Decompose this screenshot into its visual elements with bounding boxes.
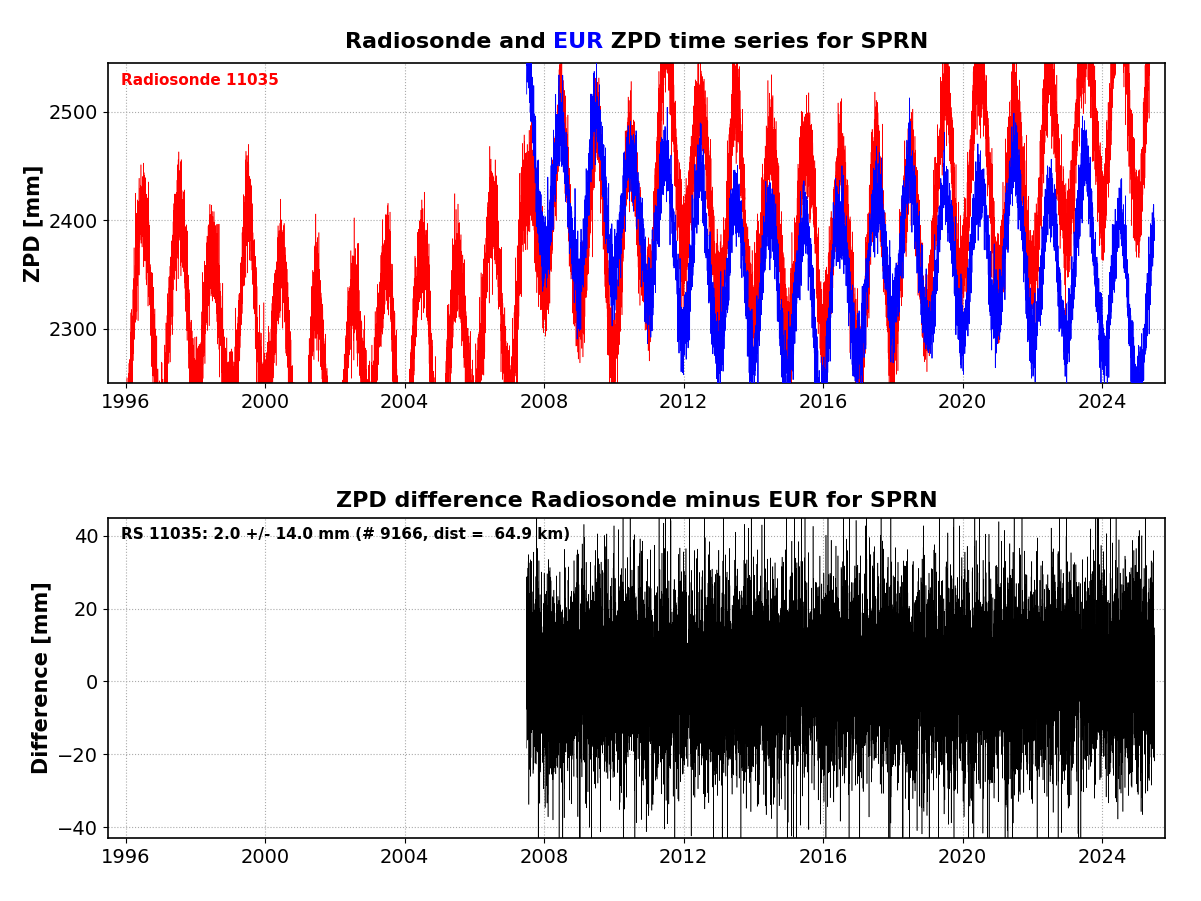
Title: ZPD difference Radiosonde minus EUR for SPRN: ZPD difference Radiosonde minus EUR for … (336, 491, 937, 511)
Y-axis label: ZPD [mm]: ZPD [mm] (24, 165, 43, 282)
Y-axis label: Difference [mm]: Difference [mm] (31, 581, 52, 774)
Text: ZPD time series for SPRN: ZPD time series for SPRN (603, 32, 928, 52)
Text: RS 11035: 2.0 +/- 14.0 mm (# 9166, dist =  64.9 km): RS 11035: 2.0 +/- 14.0 mm (# 9166, dist … (121, 527, 570, 542)
Text: EUR: EUR (554, 32, 603, 52)
Text: Radiosonde 11035: Radiosonde 11035 (121, 73, 279, 87)
Text: Radiosonde and: Radiosonde and (345, 32, 554, 52)
